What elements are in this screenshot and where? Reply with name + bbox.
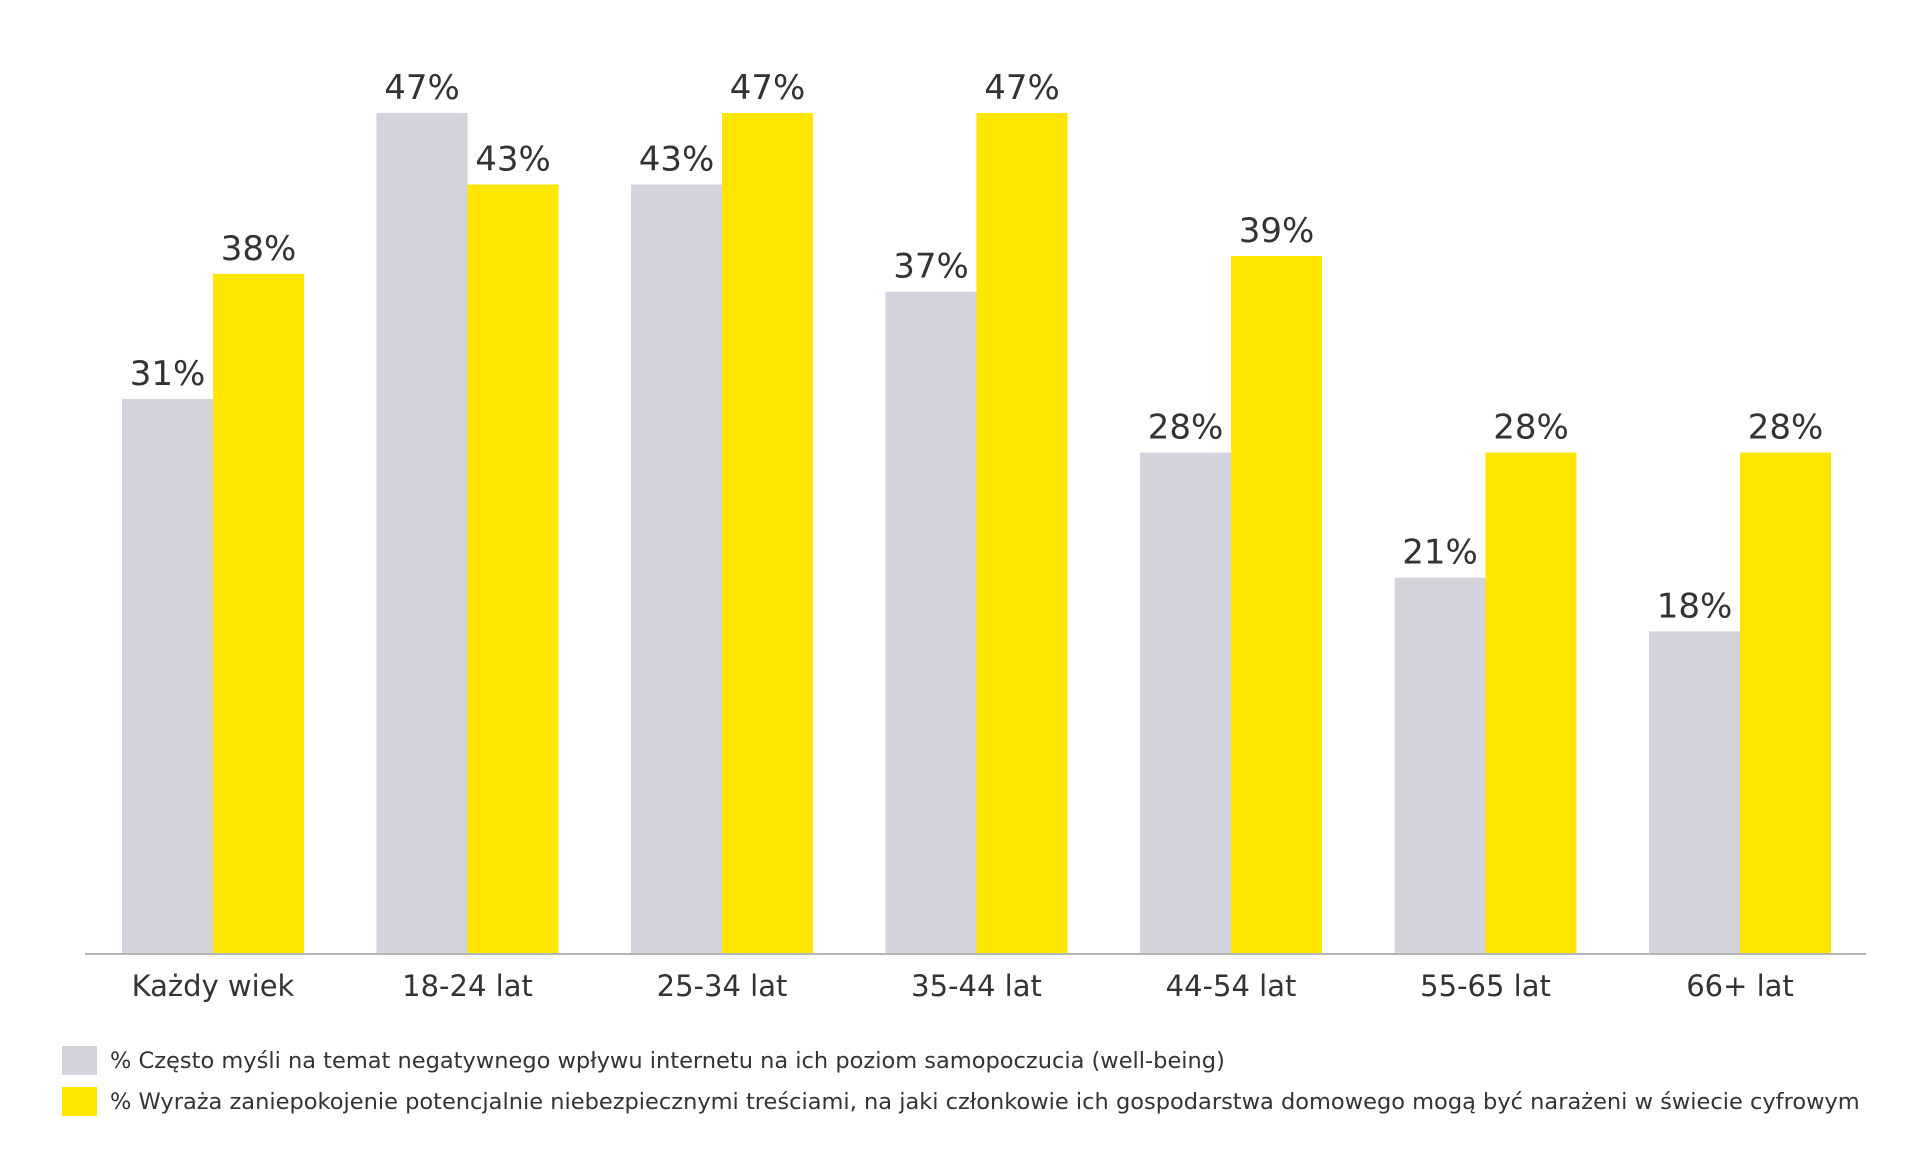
x-tick-label-5: 55-65 lat [1420,969,1551,1003]
x-tick-labels-group: Każdy wiek 18-24 lat 25-34 lat 35-44 lat 44-… [132,969,1794,1003]
x-tick-label-1: 18-24 lat [402,969,533,1003]
legend-item-series-1: % Często myśli na temat negatywnego wpły… [62,1045,1860,1076]
x-tick-label-0: Każdy wiek [132,969,295,1003]
legend-item-series-2: % Wyraża zaniepokojenie potencjalnie nie… [62,1086,1860,1117]
x-tick-label-6: 66+ lat [1686,969,1794,1003]
x-tick-label-4: 44-54 lat [1166,969,1297,1003]
bar-series-1-5 [1394,577,1486,953]
value-label-series-2-1: 43% [475,139,551,179]
bar-series-2-3 [976,113,1068,953]
legend-swatch-grey [62,1046,97,1075]
bars-group [122,113,1831,954]
value-label-series-2-6: 28% [1748,408,1824,448]
x-tick-label-3: 35-44 lat [911,969,1042,1003]
value-label-series-2-3: 47% [984,68,1060,108]
value-label-series-1-5: 21% [1402,533,1478,573]
value-label-series-2-0: 38% [221,229,297,269]
bar-series-1-0 [122,398,213,953]
bar-series-1-4 [1140,452,1231,953]
bar-series-2-6 [1740,452,1831,953]
bar-series-1-6 [1649,631,1740,953]
bar-series-1-1 [376,113,468,953]
value-label-series-1-6: 18% [1657,586,1733,626]
value-label-series-1-0: 31% [130,354,206,394]
bar-series-2-1 [467,184,559,953]
value-label-series-2-2: 47% [730,68,806,108]
value-label-series-1-3: 37% [893,247,969,287]
bar-series-1-2 [631,184,722,953]
bar-series-1-3 [885,291,977,954]
bar-series-2-5 [1485,452,1577,953]
bar-series-2-0 [213,273,304,953]
value-label-series-2-5: 28% [1493,408,1569,448]
legend: % Często myśli na temat negatywnego wpły… [62,1045,1860,1127]
legend-label-series-1: % Często myśli na temat negatywnego wpły… [110,1047,1225,1074]
value-label-series-1-1: 47% [384,68,460,108]
x-tick-label-2: 25-34 lat [657,969,788,1003]
value-labels-group: 31% 38% 47% 43% 43% 47% 37% 47% 28% 39% 21% 28% 18% 2… [130,68,1824,626]
legend-label-series-2: % Wyraża zaniepokojenie potencjalnie nie… [110,1088,1860,1115]
bar-series-2-4 [1231,255,1322,953]
value-label-series-1-4: 28% [1148,408,1224,448]
legend-swatch-yellow [62,1087,97,1116]
bar-chart: 31% 38% 47% 43% 43% 47% 37% 47% 28% 39% 21% 28% 18% 2… [85,68,1866,1003]
value-label-series-2-4: 39% [1239,211,1315,251]
value-label-series-1-2: 43% [639,139,715,179]
bar-series-2-2 [722,113,813,953]
